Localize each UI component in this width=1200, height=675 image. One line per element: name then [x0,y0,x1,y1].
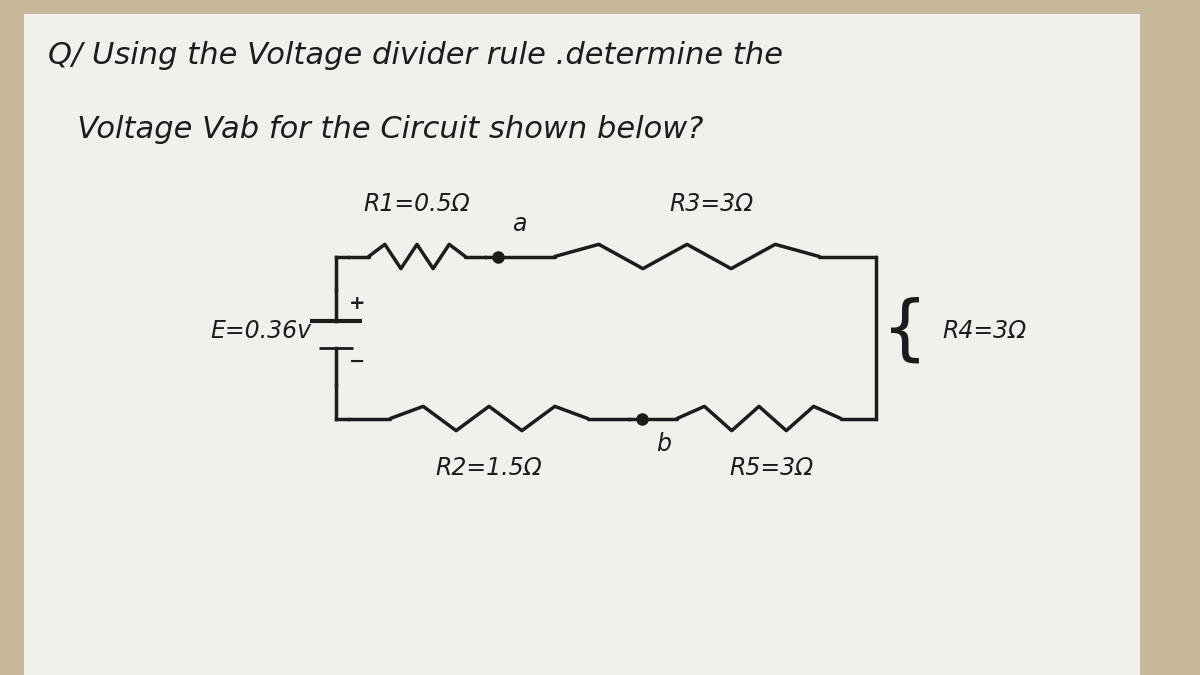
Text: R2=1.5Ω: R2=1.5Ω [436,456,542,480]
Text: b: b [656,432,672,456]
Text: E=0.36v: E=0.36v [210,319,311,343]
Text: a: a [512,212,527,236]
Text: +: + [349,294,366,313]
Text: R3=3Ω: R3=3Ω [668,192,754,216]
Text: Voltage Vab for the Circuit shown below?: Voltage Vab for the Circuit shown below? [48,115,703,144]
Text: −: − [349,352,366,371]
Text: R1=0.5Ω: R1=0.5Ω [364,192,470,216]
Text: {: { [882,296,928,365]
Text: R4=3Ω: R4=3Ω [942,319,1026,343]
Text: R5=3Ω: R5=3Ω [728,456,814,480]
Text: Q/ Using the Voltage divider rule .determine the: Q/ Using the Voltage divider rule .deter… [48,40,784,70]
